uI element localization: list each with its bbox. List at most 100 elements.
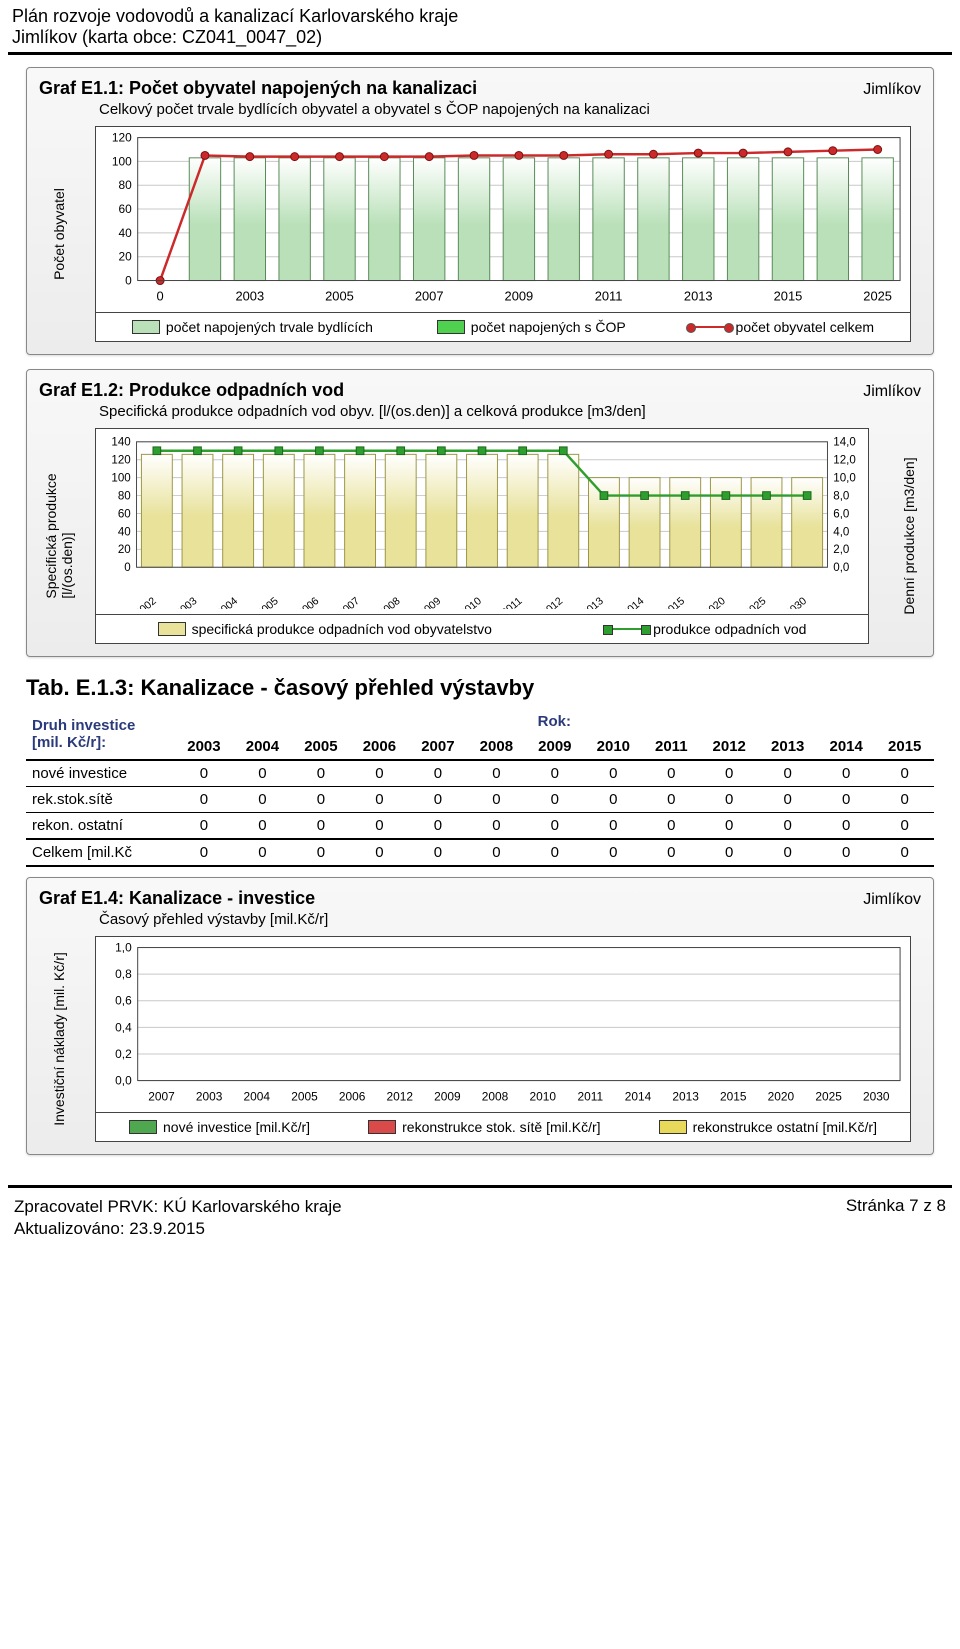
line-marker-icon xyxy=(607,628,647,630)
svg-text:2015: 2015 xyxy=(774,288,803,303)
chart2-subtitle: Specifická produkce odpadních vod obyv. … xyxy=(99,403,921,420)
svg-text:2030: 2030 xyxy=(863,1089,890,1103)
svg-text:0: 0 xyxy=(124,562,130,574)
table-year-header: 2015 xyxy=(875,734,934,760)
svg-text:2011: 2011 xyxy=(578,1089,604,1103)
svg-text:2006: 2006 xyxy=(339,1089,366,1103)
table-cell: 0 xyxy=(233,839,291,866)
table-cell: 0 xyxy=(643,839,700,866)
svg-text:2025: 2025 xyxy=(815,1089,842,1103)
legend-label: produkce odpadních vod xyxy=(653,621,806,637)
legend-item: počet napojených s ČOP xyxy=(437,319,626,335)
svg-text:2010: 2010 xyxy=(458,595,484,609)
table-cell: 0 xyxy=(467,813,525,840)
chart4-location: Jimlíkov xyxy=(863,891,921,909)
swatch-icon xyxy=(132,320,160,334)
table-col1-header: Druh investice[mil. Kč/r]: xyxy=(26,709,175,760)
svg-text:2003: 2003 xyxy=(174,595,200,609)
table-cell: 0 xyxy=(467,787,525,813)
svg-text:12,0: 12,0 xyxy=(833,455,856,467)
svg-text:2012: 2012 xyxy=(539,595,565,609)
table-rok-header: Rok: xyxy=(175,709,934,734)
svg-text:100: 100 xyxy=(111,473,130,485)
svg-text:2002: 2002 xyxy=(133,595,159,609)
svg-text:2007: 2007 xyxy=(415,288,444,303)
table-cell: 0 xyxy=(409,839,467,866)
svg-text:2014: 2014 xyxy=(621,595,647,609)
table-year-header: 2012 xyxy=(700,734,758,760)
svg-text:2007: 2007 xyxy=(336,595,362,609)
table-year-header: 2014 xyxy=(817,734,875,760)
svg-text:2013: 2013 xyxy=(672,1089,699,1103)
table-year-header: 2011 xyxy=(643,734,700,760)
svg-text:2006: 2006 xyxy=(296,595,322,609)
table-cell: 0 xyxy=(350,839,408,866)
svg-text:0,4: 0,4 xyxy=(115,1020,132,1034)
table-year-header: 2008 xyxy=(467,734,525,760)
table-row: rekon. ostatní0000000000000 xyxy=(26,813,934,840)
table-total-row: Celkem [mil.Kč0000000000000 xyxy=(26,839,934,866)
svg-text:2014: 2014 xyxy=(625,1089,652,1103)
table-cell: 0 xyxy=(875,787,934,813)
table-cell: 0 xyxy=(700,787,758,813)
table-cell: 0 xyxy=(875,760,934,787)
swatch-icon xyxy=(158,622,186,636)
table-cell: 0 xyxy=(175,760,233,787)
svg-text:2011: 2011 xyxy=(499,595,524,609)
svg-text:6,0: 6,0 xyxy=(833,508,849,520)
legend-label: nové investice [mil.Kč/r] xyxy=(163,1119,310,1135)
table-cell: 0 xyxy=(584,813,642,840)
table-cell: 0 xyxy=(643,760,700,787)
table-cell: 0 xyxy=(409,813,467,840)
footer-author: Zpracovatel PRVK: KÚ Karlovarského kraje xyxy=(14,1196,342,1218)
chart-e1-4: Graf E1.4: Kanalizace - investice Jimlík… xyxy=(26,877,934,1155)
table-cell: 0 xyxy=(350,813,408,840)
swatch-icon xyxy=(129,1120,157,1134)
svg-text:80: 80 xyxy=(118,490,131,502)
svg-text:2011: 2011 xyxy=(595,288,623,303)
table-cell: 0 xyxy=(292,760,350,787)
legend-item: počet napojených trvale bydlících xyxy=(132,319,373,335)
svg-text:2020: 2020 xyxy=(768,1089,795,1103)
chart4-subtitle: Časový přehled výstavby [mil.Kč/r] xyxy=(99,911,921,928)
svg-text:2007: 2007 xyxy=(148,1089,175,1103)
table-cell: 0 xyxy=(817,813,875,840)
chart4-legend: nové investice [mil.Kč/r] rekonstrukce s… xyxy=(95,1113,911,1142)
table-cell: 0 xyxy=(409,760,467,787)
svg-text:0,2: 0,2 xyxy=(115,1047,132,1061)
table-cell: 0 xyxy=(700,813,758,840)
page-footer: Zpracovatel PRVK: KÚ Karlovarského kraje… xyxy=(8,1185,952,1250)
svg-text:2003: 2003 xyxy=(196,1089,223,1103)
table-cell: 0 xyxy=(700,839,758,866)
chart2-ylabel-right: Denní produkce [m3/den] xyxy=(901,457,917,614)
svg-text:20: 20 xyxy=(118,544,131,556)
table-year-header: 2009 xyxy=(526,734,584,760)
table-cell: 0 xyxy=(526,787,584,813)
svg-text:2004: 2004 xyxy=(244,1089,271,1103)
footer-date: Aktualizováno: 23.9.2015 xyxy=(14,1218,342,1240)
svg-text:2009: 2009 xyxy=(417,595,443,609)
row-label: rek.stok.sítě xyxy=(26,787,175,813)
table-cell: 0 xyxy=(292,813,350,840)
legend-item: nové investice [mil.Kč/r] xyxy=(129,1119,310,1135)
chart-e1-1: Graf E1.1: Počet obyvatel napojených na … xyxy=(26,67,934,355)
table-cell: 0 xyxy=(233,813,291,840)
chart1-ylabel: Počet obyvatel xyxy=(51,188,67,280)
legend-label: rekonstrukce stok. sítě [mil.Kč/r] xyxy=(402,1119,600,1135)
legend-item: počet obyvatel celkem xyxy=(690,319,875,335)
svg-text:4,0: 4,0 xyxy=(833,526,849,538)
page-header: Plán rozvoje vodovodů a kanalizací Karlo… xyxy=(8,0,952,55)
table-cell: 0 xyxy=(350,787,408,813)
svg-text:2030: 2030 xyxy=(783,595,809,609)
table-cell: 0 xyxy=(409,787,467,813)
svg-text:2,0: 2,0 xyxy=(833,544,849,556)
header-line1: Plán rozvoje vodovodů a kanalizací Karlo… xyxy=(12,6,948,27)
table-cell: 0 xyxy=(292,839,350,866)
table-cell: 0 xyxy=(875,813,934,840)
header-line2: Jimlíkov (karta obce: CZ041_0047_02) xyxy=(12,27,948,48)
table-cell: 0 xyxy=(584,787,642,813)
svg-text:60: 60 xyxy=(118,202,132,216)
svg-text:0: 0 xyxy=(125,274,132,288)
svg-text:2025: 2025 xyxy=(743,595,769,609)
table-cell: 0 xyxy=(758,839,816,866)
